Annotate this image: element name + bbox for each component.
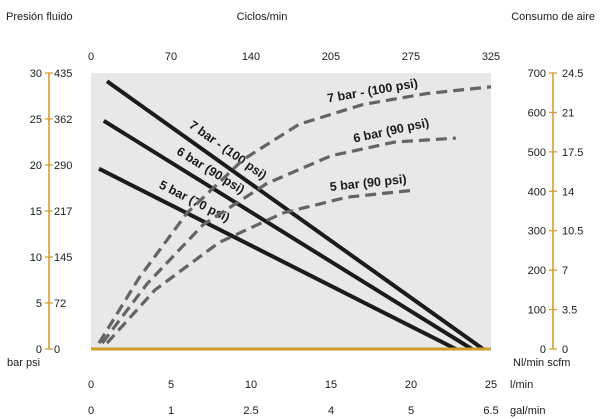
bottom-tick-lmin-label: 20 [405, 379, 417, 391]
series-line-1 [105, 79, 485, 351]
right-tick-nlmin-label: 600 [528, 107, 546, 119]
series-line-4 [97, 85, 492, 344]
top-tick-cycles-label: 205 [322, 51, 340, 63]
galmin-unit-label: gal/min [510, 405, 545, 417]
lmin-unit-label: l/min [510, 379, 533, 391]
left-axis-title: Presión fluido [6, 11, 73, 23]
series-line-6 [105, 188, 412, 345]
bottom-tick-galmin-label: 1 [168, 405, 174, 417]
right-tick-nlmin-label: 700 [528, 68, 546, 80]
right-tick-nlmin-label: 300 [528, 226, 546, 238]
right-tick-scfm-label: 17.5 [562, 147, 583, 159]
bottom-tick-galmin-label: 2.5 [243, 405, 258, 417]
bottom-tick-lmin-label: 10 [245, 379, 257, 391]
top-axis-title: Ciclos/min [237, 11, 288, 23]
right-tick-nlmin-label: 200 [528, 265, 546, 277]
right-tick-scfm-label: 24.5 [562, 68, 583, 80]
series-line-5 [100, 136, 456, 345]
bottom-tick-galmin-label: 6.5 [483, 405, 498, 417]
right-tick-scfm-label: 10.5 [562, 226, 583, 238]
bottom-tick-lmin-label: 25 [485, 379, 497, 391]
right-axis-title: Consumo de aire [511, 11, 595, 23]
series-line-3 [98, 166, 457, 351]
top-tick-cycles-label: 325 [482, 51, 500, 63]
left-tick-bar-label: 5 [36, 298, 42, 310]
left-tick-psi-label: 435 [54, 68, 72, 80]
right-tick-scfm-label: 14 [562, 186, 574, 198]
bottom-tick-lmin-label: 15 [325, 379, 337, 391]
top-tick-cycles-label: 140 [242, 51, 260, 63]
bottom-tick-galmin-label: 5 [408, 405, 414, 417]
right-tick-scfm-label: 0 [562, 344, 568, 356]
left-tick-bar-label: 15 [30, 206, 42, 218]
labels-layer: Presión fluido Ciclos/min Consumo de air… [6, 11, 595, 417]
left-tick-psi-label: 72 [54, 298, 66, 310]
left-units-label: bar psi [7, 357, 40, 369]
right-tick-nlmin-label: 500 [528, 147, 546, 159]
bottom-tick-galmin-label: 4 [328, 405, 334, 417]
left-tick-psi-label: 362 [54, 114, 72, 126]
left-tick-bar-label: 0 [36, 344, 42, 356]
left-tick-bar-label: 25 [30, 114, 42, 126]
top-tick-cycles-label: 0 [88, 51, 94, 63]
right-tick-scfm-label: 3.5 [562, 305, 577, 317]
right-tick-nlmin-label: 400 [528, 186, 546, 198]
series-line-2 [102, 119, 473, 351]
right-tick-nlmin-label: 100 [528, 305, 546, 317]
right-tick-scfm-label: 7 [562, 265, 568, 277]
bottom-tick-galmin-label: 0 [88, 405, 94, 417]
left-tick-psi-label: 217 [54, 206, 72, 218]
bottom-tick-lmin-label: 5 [168, 379, 174, 391]
left-tick-bar-label: 10 [30, 252, 42, 264]
top-tick-cycles-label: 275 [402, 51, 420, 63]
right-units-label: Nl/min scfm [513, 357, 570, 369]
left-tick-psi-label: 290 [54, 160, 72, 172]
left-tick-bar-label: 30 [30, 68, 42, 80]
right-tick-nlmin-label: 0 [540, 344, 546, 356]
left-tick-psi-label: 0 [54, 344, 60, 356]
left-tick-psi-label: 145 [54, 252, 72, 264]
bottom-tick-lmin-label: 0 [88, 379, 94, 391]
left-tick-bar-label: 20 [30, 160, 42, 172]
top-tick-cycles-label: 70 [165, 51, 177, 63]
right-tick-scfm-label: 21 [562, 107, 574, 119]
